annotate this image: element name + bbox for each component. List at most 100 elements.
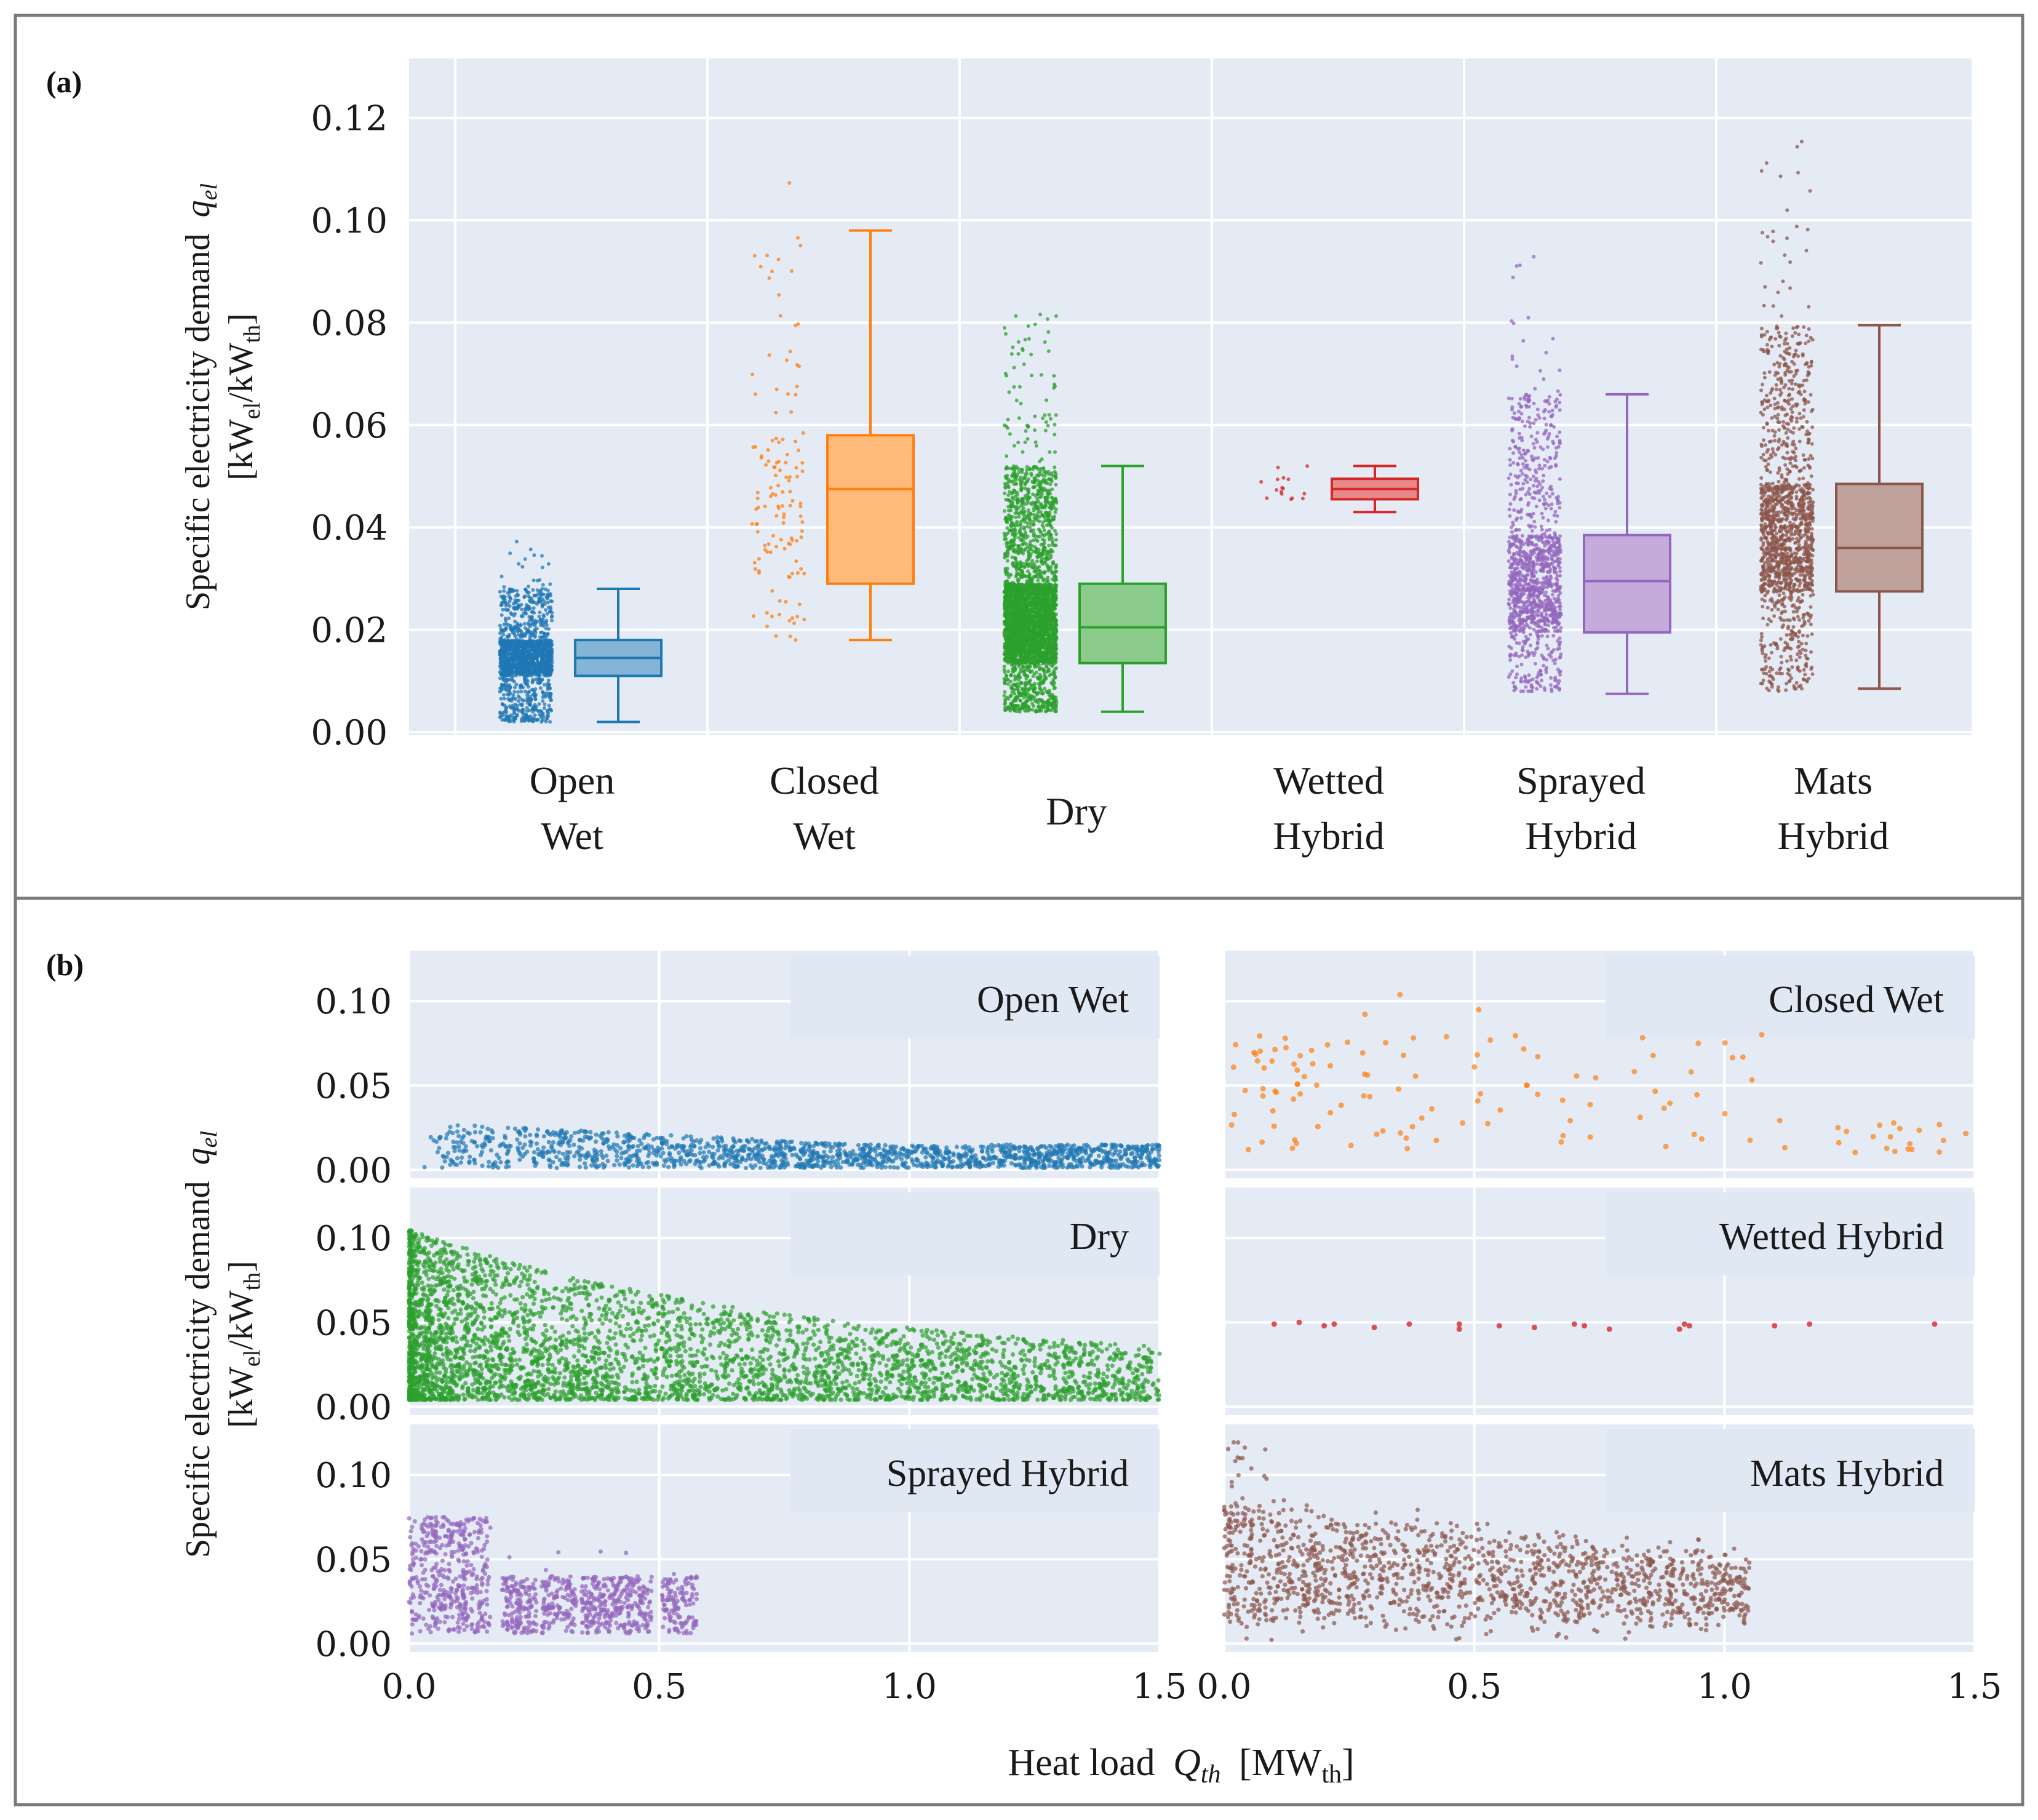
strip-point xyxy=(800,461,805,465)
strip-point xyxy=(766,459,771,463)
strip-point xyxy=(526,594,530,598)
strip-point xyxy=(500,613,504,617)
strip-point xyxy=(1003,372,1008,376)
strip-point xyxy=(1017,664,1021,668)
strip-point xyxy=(548,720,552,724)
strip-point xyxy=(528,625,532,629)
strip-point xyxy=(1025,501,1029,506)
strip-point xyxy=(1003,509,1006,513)
strip-point xyxy=(1006,480,1011,484)
strip-point xyxy=(1016,544,1021,548)
strip-point xyxy=(508,685,512,689)
strip-point xyxy=(1018,698,1022,703)
strip-point xyxy=(527,689,531,693)
strip-point xyxy=(523,587,527,591)
strip-point xyxy=(1008,572,1012,577)
strip-point xyxy=(1023,476,1027,481)
strip-point xyxy=(1022,362,1026,367)
strip-point xyxy=(548,582,552,586)
strip-point xyxy=(540,712,544,716)
strip-point xyxy=(500,647,504,650)
strip-point xyxy=(502,696,506,701)
strip-point xyxy=(766,448,770,452)
strip-point xyxy=(520,614,525,618)
strip-point xyxy=(1025,682,1030,686)
strip-point xyxy=(778,599,782,603)
strip-point xyxy=(1052,373,1056,378)
strip-point xyxy=(1030,708,1035,712)
strip-point xyxy=(1041,466,1046,470)
strip-point xyxy=(1053,579,1057,583)
strip-point xyxy=(768,550,773,554)
strip-point xyxy=(527,649,531,653)
strip-point xyxy=(1045,563,1049,567)
strip-point xyxy=(800,469,805,473)
strip-point xyxy=(1017,416,1021,420)
strip-point xyxy=(500,636,504,640)
strip-point xyxy=(1053,450,1057,454)
strip-point xyxy=(519,623,523,627)
strip-point xyxy=(1008,499,1012,503)
strip-point xyxy=(539,669,544,674)
strip-point xyxy=(506,673,510,677)
strip-point xyxy=(1024,429,1028,433)
strip-point xyxy=(1009,594,1013,599)
strip-point xyxy=(501,607,505,612)
strip-point xyxy=(1025,465,1029,469)
strip-point xyxy=(1019,482,1023,486)
strip-open-wet xyxy=(498,540,554,724)
strip-point xyxy=(1032,485,1036,490)
strip-point xyxy=(1020,501,1024,505)
strip-point xyxy=(1019,487,1023,491)
strip-point xyxy=(531,716,535,720)
strip-point xyxy=(536,599,541,604)
strip-point xyxy=(1040,457,1044,461)
strip-point xyxy=(1017,385,1022,389)
strip-point xyxy=(765,625,769,628)
strip-point xyxy=(1004,586,1008,591)
strip-point xyxy=(755,530,760,534)
strip-point xyxy=(1043,413,1047,417)
strip-point xyxy=(788,542,792,546)
strip-point xyxy=(1030,579,1034,583)
strip-point xyxy=(1003,629,1008,633)
strip-point xyxy=(500,574,504,578)
strip-point xyxy=(800,529,804,533)
strip-point xyxy=(498,623,502,628)
strip-point xyxy=(1054,497,1058,501)
strip-point xyxy=(1034,444,1038,448)
strip-point xyxy=(543,639,547,643)
strip-point xyxy=(1006,466,1011,471)
strip-point xyxy=(515,656,520,660)
strip-point xyxy=(770,439,774,442)
strip-point xyxy=(1049,583,1053,587)
strip-point xyxy=(547,703,551,708)
strip-point xyxy=(1047,543,1051,548)
strip-point xyxy=(1041,513,1046,517)
strip-point xyxy=(532,553,536,557)
strip-point xyxy=(779,538,783,541)
strip-point xyxy=(774,387,779,391)
strip-point xyxy=(794,559,798,564)
strip-point xyxy=(1025,592,1030,596)
strip-point xyxy=(520,657,525,661)
strip-point xyxy=(1030,694,1034,698)
strip-point xyxy=(1005,473,1009,477)
strip-point xyxy=(511,660,515,665)
strip-point xyxy=(550,647,554,652)
strip-point xyxy=(1048,607,1052,612)
strip-point xyxy=(509,611,513,615)
strip-point xyxy=(536,664,540,668)
strip-point xyxy=(1021,450,1025,454)
strip-point xyxy=(1024,486,1027,490)
strip-point xyxy=(1027,487,1031,492)
strip-point xyxy=(1046,423,1050,428)
strip-point xyxy=(535,640,538,644)
strip-point xyxy=(1053,593,1057,597)
strip-point xyxy=(514,540,519,544)
strip-point xyxy=(523,689,527,693)
strip-point xyxy=(787,618,792,623)
strip-point xyxy=(798,505,803,509)
strip-point xyxy=(1028,495,1032,500)
strip-point xyxy=(541,583,545,587)
